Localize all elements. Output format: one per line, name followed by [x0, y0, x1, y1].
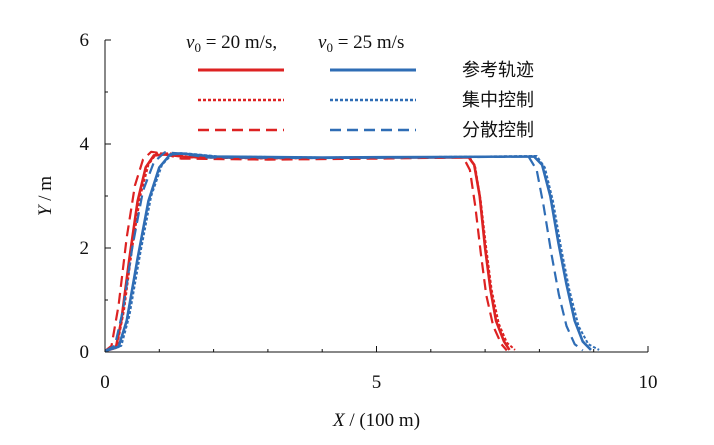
- legend-column-header: v0 = 20 m/s,: [186, 32, 277, 55]
- series-line-25-dotted: [104, 152, 600, 352]
- legend-label: 分散控制: [462, 120, 534, 141]
- y-tick-label: 0: [80, 342, 90, 363]
- y-tick-label: 2: [80, 238, 90, 259]
- axes: 0 2 4 6 0 5 10 X / (100 m) Y / m: [35, 30, 658, 431]
- legend-label: 集中控制: [462, 90, 534, 111]
- y-tick-label: 4: [80, 134, 90, 155]
- series-line-20-dotted: [104, 152, 516, 352]
- series-line-20-dashed: [104, 150, 508, 352]
- series-line-25-dashed: [104, 151, 584, 352]
- y-tick-label: 6: [80, 30, 90, 51]
- legend-column-header: v0 = 25 m/s: [318, 32, 404, 55]
- series-line-20-solid: [104, 153, 511, 353]
- plot-area: [104, 150, 600, 353]
- legend-label: 参考轨迹: [462, 60, 534, 81]
- x-tick-label: 0: [100, 372, 110, 393]
- x-tick-label: 5: [372, 372, 382, 393]
- x-axis-title: X / (100 m): [332, 410, 420, 431]
- y-axis-title: Y / m: [35, 176, 56, 216]
- series-line-25-solid: [104, 152, 592, 353]
- x-tick-label: 10: [639, 372, 658, 393]
